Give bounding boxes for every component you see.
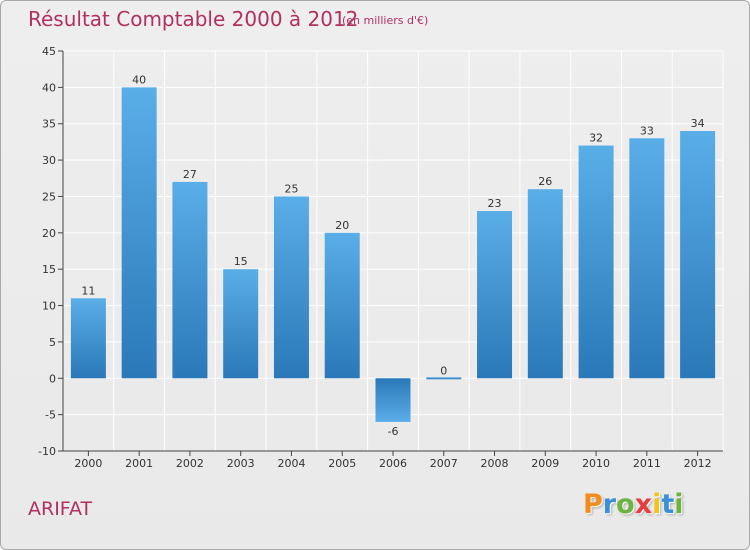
x-tick-label: 2000 [74,457,102,470]
y-tick-label: 35 [42,118,56,131]
bar [172,181,208,379]
x-tick-label: 2008 [481,457,509,470]
y-tick-label: 15 [42,263,56,276]
commune-name: ARIFAT [28,498,93,520]
y-tick-label: -5 [45,409,56,422]
logo-letter: t [661,489,675,520]
y-tick-label: 0 [49,372,56,385]
bar [273,196,309,379]
x-tick-label: 2010 [582,457,610,470]
bar [426,377,462,380]
x-tick-label: 2003 [227,457,255,470]
x-tick-label: 2005 [328,457,356,470]
y-tick-label: 30 [42,154,56,167]
value-label: 25 [284,182,298,195]
bar [223,269,259,379]
value-label: 23 [488,197,502,210]
x-tick-label: 2006 [379,457,407,470]
value-label: 33 [640,124,654,137]
y-tick-label: 20 [42,227,56,240]
bar [324,232,360,379]
axes [58,50,723,456]
y-tick-label: 25 [42,190,56,203]
logo-letter: o [616,489,635,520]
logo-letter: i [674,489,684,520]
value-label: -6 [388,425,399,438]
labels: -10-505101520253035404511200040200127200… [38,45,712,470]
bar [121,87,157,379]
logo-letter: r [602,489,617,520]
value-label: 32 [589,132,603,145]
x-tick-label: 2004 [277,457,305,470]
bar [578,145,614,379]
bar [629,138,665,379]
logo-letter: i [652,489,662,520]
y-tick-label: 45 [42,45,56,58]
value-label: 34 [691,117,705,130]
y-tick-label: 40 [42,81,56,94]
value-label: 40 [132,73,146,86]
logo-letter: P [583,489,603,520]
y-tick-label: 5 [49,336,56,349]
chart-subtitle: (en milliers d'€) [342,14,429,27]
value-label: 15 [234,255,248,268]
logo-letter: x [634,489,653,520]
chart-title: Résultat Comptable 2000 à 2012 [28,7,359,31]
value-label: 26 [538,175,552,188]
value-label: 27 [183,168,197,181]
value-label: 20 [335,219,349,232]
bar [527,189,563,379]
x-tick-label: 2009 [531,457,559,470]
y-tick-label: -10 [38,445,56,458]
x-tick-label: 2002 [176,457,204,470]
value-label: 0 [440,364,447,377]
bar [477,211,513,379]
x-tick-label: 2001 [125,457,153,470]
proxiti-logo[interactable]: Proxiti [583,489,684,520]
x-tick-label: 2007 [430,457,458,470]
bar [680,131,716,379]
bars [70,87,716,422]
x-tick-label: 2011 [633,457,661,470]
bar [70,298,106,379]
x-tick-label: 2012 [684,457,712,470]
value-label: 11 [81,284,95,297]
y-tick-label: 10 [42,300,56,313]
bar [375,378,411,422]
